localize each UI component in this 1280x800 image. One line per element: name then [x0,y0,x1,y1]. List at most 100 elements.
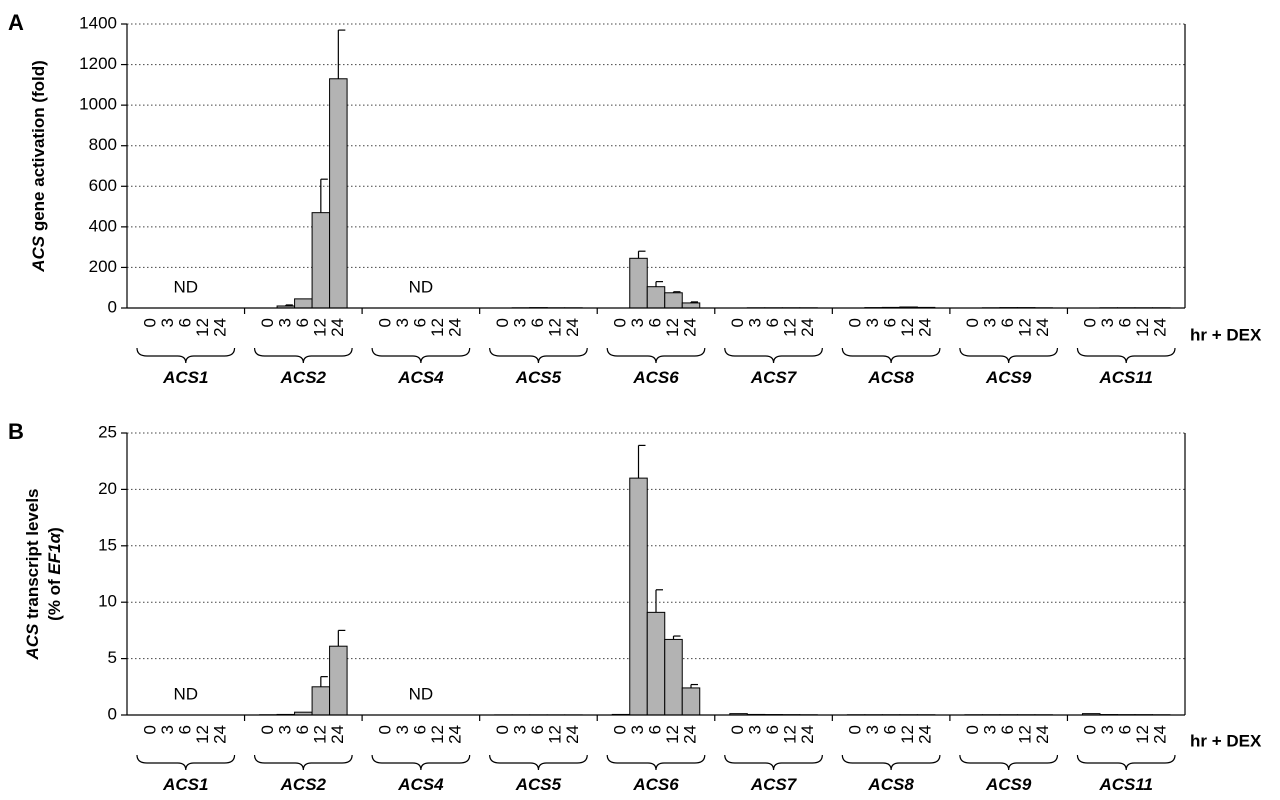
group-brace [136,347,236,364]
x-tick-label: 12 [781,725,800,744]
nd-label: ND [409,684,434,703]
x-tick-label: 6 [1116,725,1135,734]
group-brace [371,347,471,364]
x-tick-label: 6 [645,725,664,734]
bar-acs6-6 [646,611,666,716]
group-brace [841,347,941,364]
y-tick-label: 1000 [79,95,117,114]
x-tick-label: 0 [375,318,394,327]
x-tick-label: 3 [1098,725,1117,734]
group-brace [606,754,706,771]
x-tick-label: 24 [1033,318,1052,337]
x-tick-label: 3 [393,318,412,327]
x-tick-label: 12 [1133,725,1152,744]
x-tick-label: 12 [428,318,447,337]
y-tick-label: 0 [108,704,117,723]
gene-label: ACS1 [162,775,208,794]
x-tick-label: 0 [375,725,394,734]
bar-acs6-24 [681,302,701,309]
x-tick-label: 12 [193,318,212,337]
x-tick-label: 12 [545,725,564,744]
x-tick-label: 6 [881,725,900,734]
x-tick-label: 0 [963,318,982,327]
bar-acs6-12 [664,638,683,716]
group-brace [724,754,823,771]
nd-label: ND [409,277,434,296]
x-tick-label: 6 [175,318,194,327]
bar-acs6-6 [646,286,666,309]
x-tick-label: 0 [258,318,277,327]
x-tick-label: 6 [175,725,194,734]
x-tick-label: 0 [493,725,512,734]
x-tick-label: 6 [1116,318,1135,327]
x-tick-label: 3 [746,318,765,327]
y-axis-label-text: transcript levels [23,488,42,623]
x-tick-label: 0 [610,318,629,327]
group-brace [959,754,1059,771]
x-tick-label: 0 [140,318,159,327]
y-axis-label: ACS transcript levels [23,488,42,660]
bar-acs2-24 [329,645,348,716]
gene-label: ACS6 [632,775,679,794]
bar-acs2-6 [294,298,313,309]
bar-acs2-24 [329,78,348,309]
x-tick-label: 12 [663,725,682,744]
x-tick-label: 6 [998,318,1017,327]
x-tick-label: 6 [528,318,547,327]
x-tick-label: 24 [210,725,229,744]
x-tick-label: 6 [881,318,900,327]
x-tick-label: 24 [328,725,347,744]
x-tick-label: 6 [293,725,312,734]
gene-label: ACS5 [515,775,562,794]
x-tick-label: 0 [258,725,277,734]
group-brace [724,347,823,364]
bar-acs2-12 [311,686,331,716]
x-tick-label: 12 [428,725,447,744]
gene-label: ACS8 [867,368,914,387]
x-tick-label: 24 [798,725,817,744]
x-tick-label: 3 [158,318,177,327]
y-axis-label-line2-pre: (% of [45,575,64,621]
y-tick-label: 15 [98,535,117,554]
x-tick-label: 0 [1081,318,1100,327]
gene-label: ACS1 [162,368,208,387]
y-tick-label: 400 [89,216,117,235]
x-tick-label: 0 [963,725,982,734]
x-tick-label: 12 [193,725,212,744]
y-axis-label-line2-post: ) [45,527,64,533]
gene-label: ACS9 [985,775,1032,794]
x-tick-label: 0 [846,725,865,734]
x-tick-label: 12 [310,318,329,337]
group-brace [1076,347,1176,364]
x-tick-label: 6 [763,318,782,327]
x-tick-label: 24 [445,725,464,744]
x-tick-label: 3 [275,725,294,734]
x-tick-label: 24 [210,318,229,337]
group-brace [841,754,941,771]
y-axis-label-line2: (% of EF1α) [45,527,64,621]
gene-label: ACS7 [750,775,798,794]
panel-letter: A [8,10,24,35]
x-tick-label: 24 [798,318,817,337]
y-tick-label: 1200 [79,54,117,73]
x-tick-label: 12 [1133,318,1152,337]
x-tick-label: 0 [1081,725,1100,734]
y-tick-label: 5 [108,648,117,667]
x-tick-label: 0 [610,725,629,734]
x-tick-label: 3 [393,725,412,734]
x-tick-label: 12 [545,318,564,337]
group-brace [253,754,353,771]
y-axis-label-text: gene activation (fold) [29,60,48,236]
y-tick-label: 800 [89,135,117,154]
x-tick-label: 3 [863,318,882,327]
x-tick-label: 24 [563,725,582,744]
gene-label: ACS4 [397,368,444,387]
y-axis-label-italic: ACS [23,623,42,661]
x-tick-label: 12 [898,725,917,744]
x-tick-label: 3 [746,725,765,734]
y-tick-label: 10 [98,592,117,611]
y-tick-label: 0 [108,297,117,316]
group-brace [253,347,353,364]
x-tick-label: 24 [1033,725,1052,744]
